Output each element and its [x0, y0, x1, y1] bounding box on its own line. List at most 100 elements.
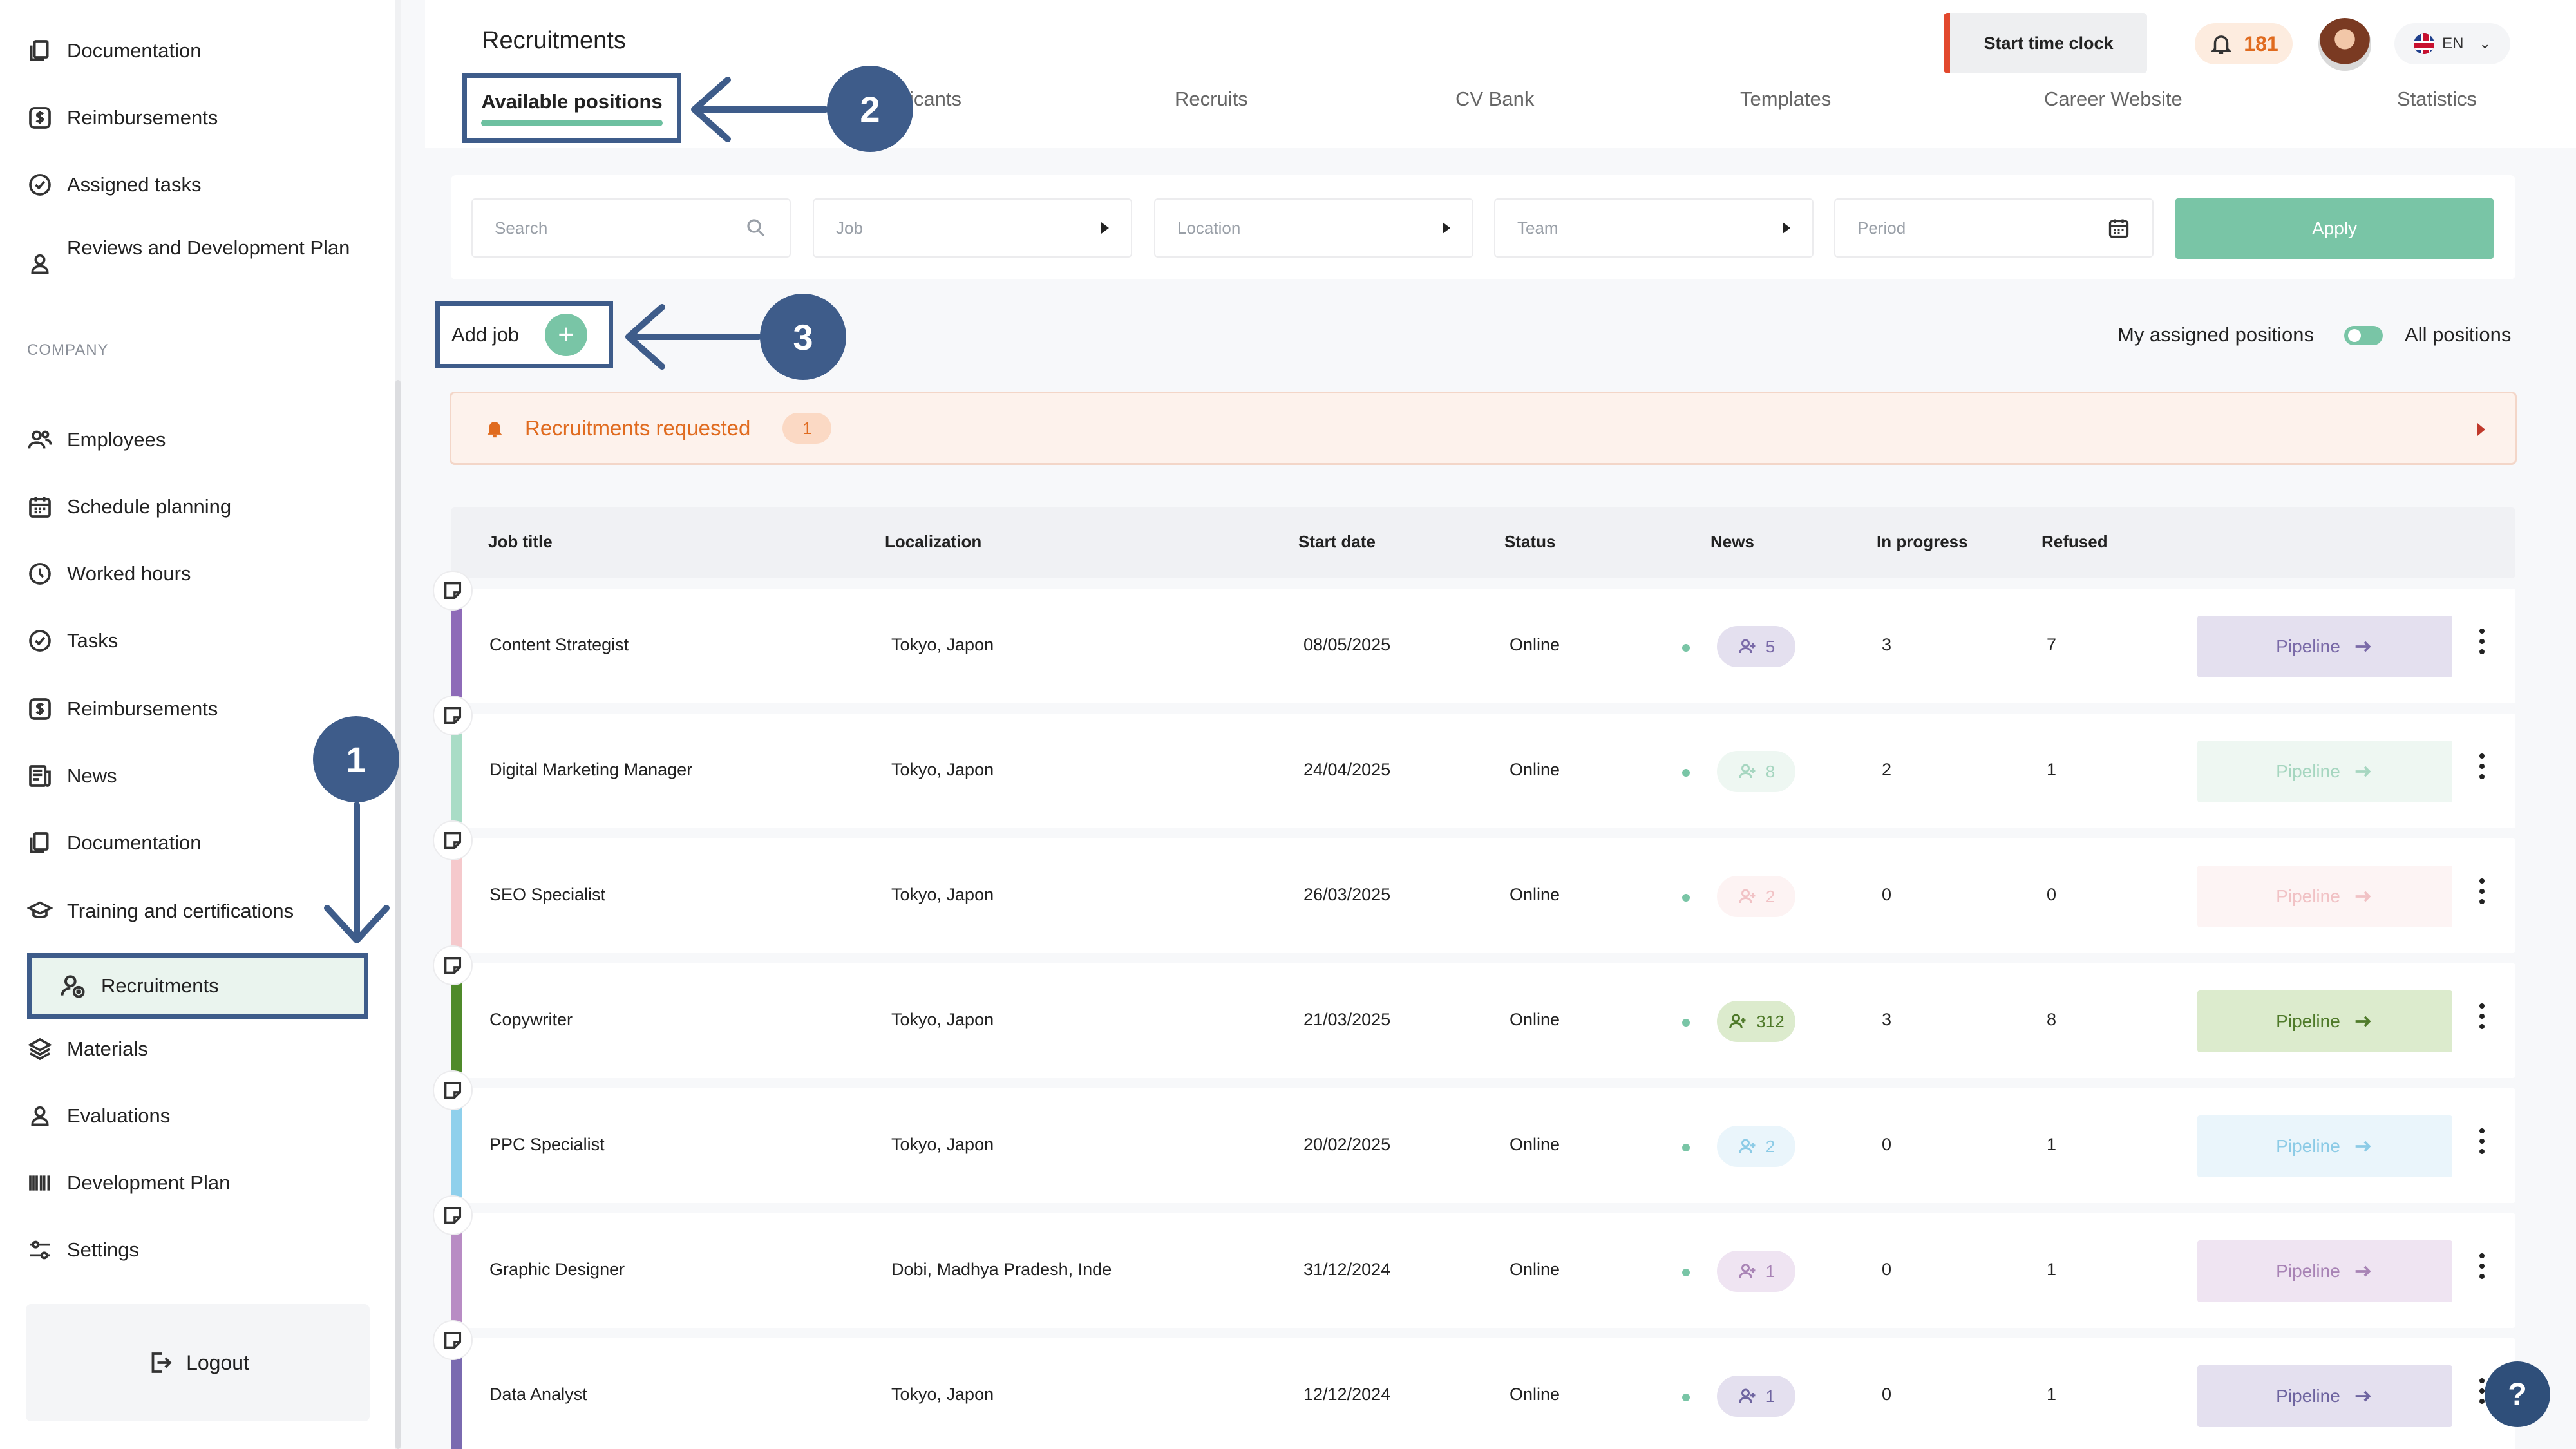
news-badge[interactable]: 2 [1717, 1126, 1795, 1167]
note-icon[interactable] [433, 1195, 473, 1235]
more-options-icon[interactable] [2478, 1128, 2486, 1164]
sidebar-item-development-plan[interactable]: Development Plan [26, 1160, 230, 1206]
location-filter[interactable]: Location [1154, 198, 1473, 258]
sidebar-item-assigned-tasks[interactable]: Assigned tasks [26, 162, 202, 207]
language-selector[interactable]: EN ⌄ [2394, 23, 2510, 64]
job-title[interactable]: SEO Specialist [489, 885, 606, 904]
table-row[interactable]: Digital Marketing Manager Tokyo, Japon 2… [433, 696, 2515, 828]
job-title[interactable]: PPC Specialist [489, 1135, 605, 1154]
news-badge[interactable]: 8 [1717, 751, 1795, 792]
news-badge[interactable]: 312 [1717, 1001, 1795, 1042]
sidebar-item-tasks[interactable]: Tasks [26, 618, 118, 663]
note-icon[interactable] [433, 571, 473, 611]
notifications-button[interactable]: 181 [2195, 23, 2293, 64]
job-title[interactable]: Graphic Designer [489, 1260, 625, 1279]
sidebar-item-materials[interactable]: Materials [26, 1027, 148, 1072]
help-button[interactable]: ? [2485, 1361, 2550, 1427]
more-options-icon[interactable] [2478, 1253, 2486, 1289]
sidebar-item-reimbursements-company[interactable]: Reimbursements [26, 687, 218, 732]
sidebar-scrollbar[interactable] [395, 380, 401, 1449]
note-icon[interactable] [433, 1070, 473, 1110]
job-location: Tokyo, Japon [891, 760, 994, 779]
job-title[interactable]: Data Analyst [489, 1385, 587, 1404]
sidebar-item-reviews[interactable]: Reviews and Development Plan [26, 233, 361, 298]
job-status: Online [1510, 885, 1560, 904]
tab-recruits[interactable]: Recruits [1175, 88, 1248, 110]
job-title[interactable]: Content Strategist [489, 635, 629, 654]
tab-cv-bank[interactable]: CV Bank [1455, 88, 1535, 110]
news-badge[interactable]: 5 [1717, 626, 1795, 667]
sidebar-item-recruitments[interactable]: Recruitments [27, 953, 368, 1019]
tab-career-website[interactable]: Career Website [2044, 88, 2183, 110]
tab-available-positions[interactable]: Available positions [462, 73, 681, 143]
add-job-button[interactable]: Add job + [435, 301, 613, 368]
more-options-icon[interactable] [2478, 1378, 2486, 1414]
documents-icon [26, 37, 54, 65]
job-location: Dobi, Madhya Pradesh, Inde [891, 1260, 1112, 1279]
positions-toggle[interactable] [2344, 326, 2383, 345]
note-icon[interactable] [433, 1320, 473, 1360]
more-options-icon[interactable] [2478, 753, 2486, 790]
note-icon[interactable] [433, 945, 473, 985]
column-header-news[interactable]: News [1710, 532, 1754, 551]
news-badge[interactable]: 1 [1717, 1376, 1795, 1417]
job-title[interactable]: Copywriter [489, 1010, 573, 1029]
pipeline-button[interactable]: Pipeline [2197, 1240, 2452, 1302]
logout-button[interactable]: Logout [26, 1304, 370, 1421]
tab-applicants[interactable]: icants [909, 88, 961, 110]
uk-flag-icon [2414, 33, 2435, 54]
sidebar-item-worked-hours[interactable]: Worked hours [26, 551, 191, 596]
sidebar-item-training[interactable]: Training and certifications [26, 889, 294, 934]
table-row[interactable]: PPC Specialist Tokyo, Japon 20/02/2025 O… [433, 1070, 2515, 1203]
job-title[interactable]: Digital Marketing Manager [489, 760, 693, 779]
column-header-refused[interactable]: Refused [2041, 532, 2108, 551]
pipeline-button[interactable]: Pipeline [2197, 616, 2452, 677]
sidebar-item-schedule[interactable]: Schedule planning [26, 484, 231, 529]
recruitments-requested-bar[interactable]: Recruitments requested 1 [450, 392, 2517, 465]
table-row[interactable]: Content Strategist Tokyo, Japon 08/05/20… [433, 571, 2515, 703]
sidebar-item-evaluations[interactable]: Evaluations [26, 1094, 170, 1139]
table-row[interactable]: Data Analyst Tokyo, Japon 12/12/2024 Onl… [433, 1320, 2515, 1449]
sidebar-item-documentation[interactable]: Documentation [26, 28, 202, 73]
table-row[interactable]: Graphic Designer Dobi, Madhya Pradesh, I… [433, 1195, 2515, 1328]
column-header-localization[interactable]: Localization [885, 532, 982, 551]
news-badge[interactable]: 1 [1717, 1251, 1795, 1292]
row-color-stripe [451, 963, 462, 1078]
sidebar-item-news[interactable]: News [26, 753, 117, 799]
pipeline-label: Pipeline [2276, 761, 2340, 781]
note-icon[interactable] [433, 820, 473, 860]
sidebar-item-reimbursements[interactable]: Reimbursements [26, 95, 218, 140]
pipeline-button[interactable]: Pipeline [2197, 1115, 2452, 1177]
pipeline-button[interactable]: Pipeline [2197, 741, 2452, 802]
column-header-in-progress[interactable]: In progress [1877, 532, 1968, 551]
apply-button[interactable]: Apply [2175, 198, 2494, 259]
pipeline-button[interactable]: Pipeline [2197, 990, 2452, 1052]
more-options-icon[interactable] [2478, 629, 2486, 665]
in-progress-count: 3 [1882, 1010, 1892, 1029]
more-options-icon[interactable] [2478, 878, 2486, 914]
pipeline-button[interactable]: Pipeline [2197, 866, 2452, 927]
search-input[interactable]: Search [471, 198, 791, 258]
sidebar-item-documentation-company[interactable]: Documentation [26, 820, 202, 866]
news-badge[interactable]: 2 [1717, 876, 1795, 917]
user-add-icon [1729, 1014, 1746, 1028]
column-header-start-date[interactable]: Start date [1298, 532, 1376, 551]
tab-templates[interactable]: Templates [1740, 88, 1832, 110]
team-filter[interactable]: Team [1494, 198, 1814, 258]
avatar[interactable] [2318, 18, 2371, 71]
tab-statistics[interactable]: Statistics [2397, 88, 2477, 110]
sidebar-item-settings[interactable]: Settings [26, 1227, 139, 1273]
note-icon[interactable] [433, 696, 473, 735]
table-row[interactable]: SEO Specialist Tokyo, Japon 26/03/2025 O… [433, 820, 2515, 953]
job-filter[interactable]: Job [813, 198, 1132, 258]
more-options-icon[interactable] [2478, 1003, 2486, 1039]
news-count: 5 [1765, 636, 1776, 656]
start-time-clock-button[interactable]: Start time clock [1944, 13, 2147, 73]
table-header [451, 507, 2515, 578]
pipeline-button[interactable]: Pipeline [2197, 1365, 2452, 1427]
period-filter[interactable]: Period [1834, 198, 2154, 258]
column-header-job-title[interactable]: Job title [488, 532, 553, 551]
column-header-status[interactable]: Status [1504, 532, 1556, 551]
sidebar-item-employees[interactable]: Employees [26, 417, 166, 462]
table-row[interactable]: Copywriter Tokyo, Japon 21/03/2025 Onlin… [433, 945, 2515, 1078]
